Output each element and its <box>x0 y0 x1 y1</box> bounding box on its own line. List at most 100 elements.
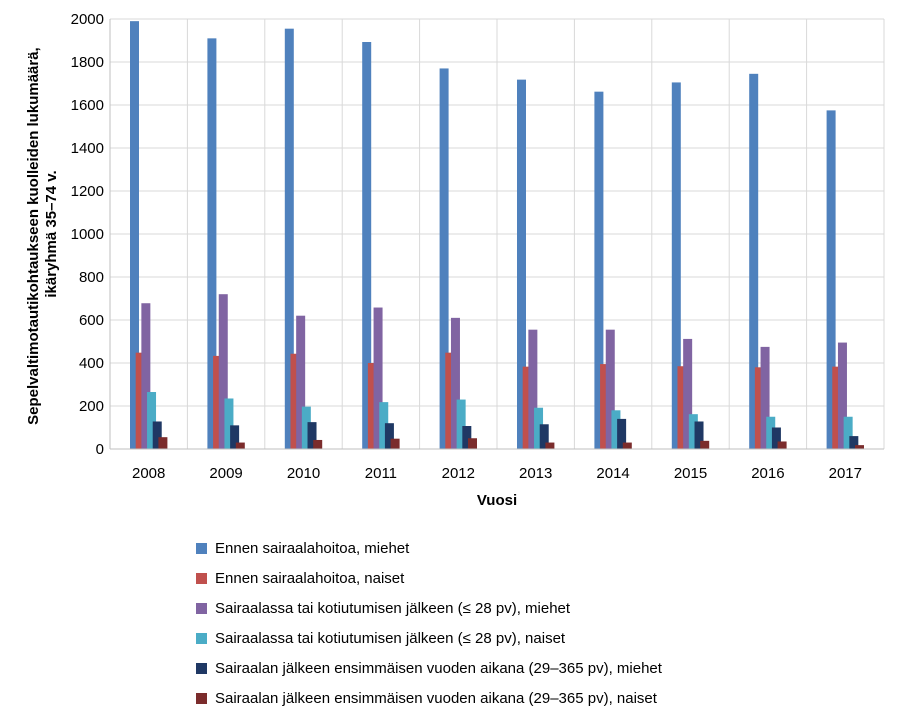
bar-2012-series-5 <box>462 426 472 449</box>
x-axis-title: Vuosi <box>477 492 517 509</box>
legend-label: Sairaalan jälkeen ensimmäisen vuoden aik… <box>215 659 662 677</box>
bar-2008-series-5 <box>152 421 162 449</box>
legend: Ennen sairaalahoitoa, miehet Ennen sairaa… <box>196 533 662 713</box>
bar-2016-series-5 <box>771 427 781 449</box>
legend-swatch <box>196 572 207 584</box>
bar-2008-series-2 <box>135 352 145 449</box>
legend-label: Ennen sairaalahoitoa, naiset <box>215 569 405 587</box>
y-tick-label: 600 <box>79 312 104 329</box>
y-tick-label: 0 <box>96 441 104 458</box>
bar-2013-series-6 <box>545 442 555 449</box>
bar-2013-series-1 <box>517 79 526 449</box>
bar-2012-series-6 <box>468 438 477 449</box>
x-tick-label: 2016 <box>751 465 784 482</box>
bar-2014-series-5 <box>617 418 627 449</box>
legend-item: Ennen sairaalahoitoa, naiset <box>196 563 662 593</box>
bar-2013-series-2 <box>522 366 532 449</box>
bar-2011-series-3 <box>373 307 383 449</box>
legend-item: Sairaalan jälkeen ensimmäisen vuoden aik… <box>196 683 662 713</box>
bar-2011-series-1 <box>362 42 372 449</box>
bar-2014-series-3 <box>605 329 615 449</box>
bar-2011-series-5 <box>384 423 394 449</box>
bar-2011-series-4 <box>379 402 389 449</box>
ticks: 0 200 400 600 800 1000 1200 1400 1600 1800 2000 200… <box>71 11 862 482</box>
bar-2009-series-4 <box>224 398 234 449</box>
bars <box>130 21 864 450</box>
legend-label: Sairaalassa tai kotiutumisen jälkeen (≤ … <box>215 599 571 617</box>
y-tick-label: 400 <box>79 355 104 372</box>
bar-2008-series-1 <box>130 21 139 450</box>
bar-2014-series-4 <box>611 410 621 449</box>
y-tick-label: 2000 <box>71 11 104 28</box>
bar-2008-series-6 <box>158 437 168 449</box>
legend-label: Ennen sairaalahoitoa, miehet <box>215 539 410 557</box>
bar-2012-series-1 <box>439 68 449 449</box>
y-tick-label: 1600 <box>71 97 104 114</box>
y-tick-label: 1000 <box>71 226 104 243</box>
y-axis-title: Sepelvaltimotautikohtaukseen kuolleiden … <box>25 43 60 425</box>
bar-2009-series-6 <box>235 442 245 449</box>
bar-2010-series-6 <box>313 439 323 449</box>
y-tick-label: 800 <box>79 269 104 286</box>
axes <box>109 19 884 450</box>
bar-2008-series-4 <box>147 392 157 449</box>
bar-2012-series-4 <box>456 399 466 449</box>
bar-2015-series-1 <box>671 82 681 450</box>
legend-swatch <box>196 542 207 554</box>
legend-swatch <box>196 632 207 644</box>
y-axis-title-line-2: ikäryhmä 35–74 v. <box>43 170 60 297</box>
legend-item: Sairaalan jälkeen ensimmäisen vuoden aik… <box>196 653 662 683</box>
bar-2011-series-2 <box>367 363 377 449</box>
bar-2016-series-3 <box>760 346 770 450</box>
bar-2009-series-2 <box>213 355 223 449</box>
bar-2013-series-5 <box>539 424 549 449</box>
x-tick-label: 2014 <box>596 465 629 482</box>
legend-item: Sairaalassa tai kotiutumisen jälkeen (≤ … <box>196 593 662 623</box>
bar-2017-series-4 <box>843 416 853 449</box>
bar-2010-series-1 <box>284 28 294 450</box>
bar-2016-series-1 <box>749 73 759 449</box>
y-axis-title-line-1: Sepelvaltimotautikohtaukseen kuolleiden … <box>25 47 42 425</box>
x-tick-label: 2015 <box>674 465 707 482</box>
bar-2014-series-2 <box>600 364 610 449</box>
bar-2015-series-4 <box>688 414 698 449</box>
bar-2010-series-4 <box>301 406 311 449</box>
bar-2008-series-3 <box>141 303 151 449</box>
legend-label: Sairaalassa tai kotiutumisen jälkeen (≤ … <box>215 629 566 647</box>
bar-2013-series-3 <box>528 329 538 449</box>
legend-swatch <box>196 602 207 614</box>
bar-2013-series-4 <box>534 407 544 449</box>
bar-2009-series-5 <box>230 425 240 449</box>
x-tick-label: 2009 <box>209 465 242 482</box>
legend-swatch <box>196 692 207 704</box>
bar-2010-series-2 <box>290 353 300 449</box>
bar-2014-series-1 <box>594 91 604 450</box>
bar-2009-series-3 <box>218 294 228 449</box>
bar-2014-series-6 <box>622 442 632 449</box>
bar-2016-series-6 <box>777 441 787 449</box>
bar-2016-series-4 <box>766 416 776 449</box>
bar-2017-series-2 <box>832 366 842 449</box>
bar-2012-series-3 <box>450 317 460 449</box>
bar-2015-series-5 <box>694 421 704 449</box>
bar-2009-series-1 <box>207 38 217 449</box>
legend-item: Ennen sairaalahoitoa, miehet <box>196 533 662 563</box>
y-tick-label: 1400 <box>71 140 104 157</box>
bar-2015-series-6 <box>700 440 710 449</box>
y-tick-label: 200 <box>79 398 104 415</box>
bar-2017-series-1 <box>826 110 836 450</box>
x-tick-label: 2008 <box>132 465 165 482</box>
legend-swatch <box>196 662 207 674</box>
x-tick-label: 2010 <box>287 465 320 482</box>
x-tick-label: 2011 <box>365 465 397 482</box>
bar-2017-series-6 <box>855 445 864 449</box>
bar-2015-series-2 <box>677 366 687 449</box>
bar-2010-series-3 <box>296 315 306 449</box>
bar-2017-series-5 <box>849 436 859 449</box>
bar-2015-series-3 <box>683 338 693 449</box>
bar-2016-series-2 <box>754 367 764 449</box>
legend-item: Sairaalassa tai kotiutumisen jälkeen (≤ … <box>196 623 662 653</box>
x-tick-label: 2013 <box>519 465 552 482</box>
x-tick-label: 2012 <box>442 465 475 482</box>
